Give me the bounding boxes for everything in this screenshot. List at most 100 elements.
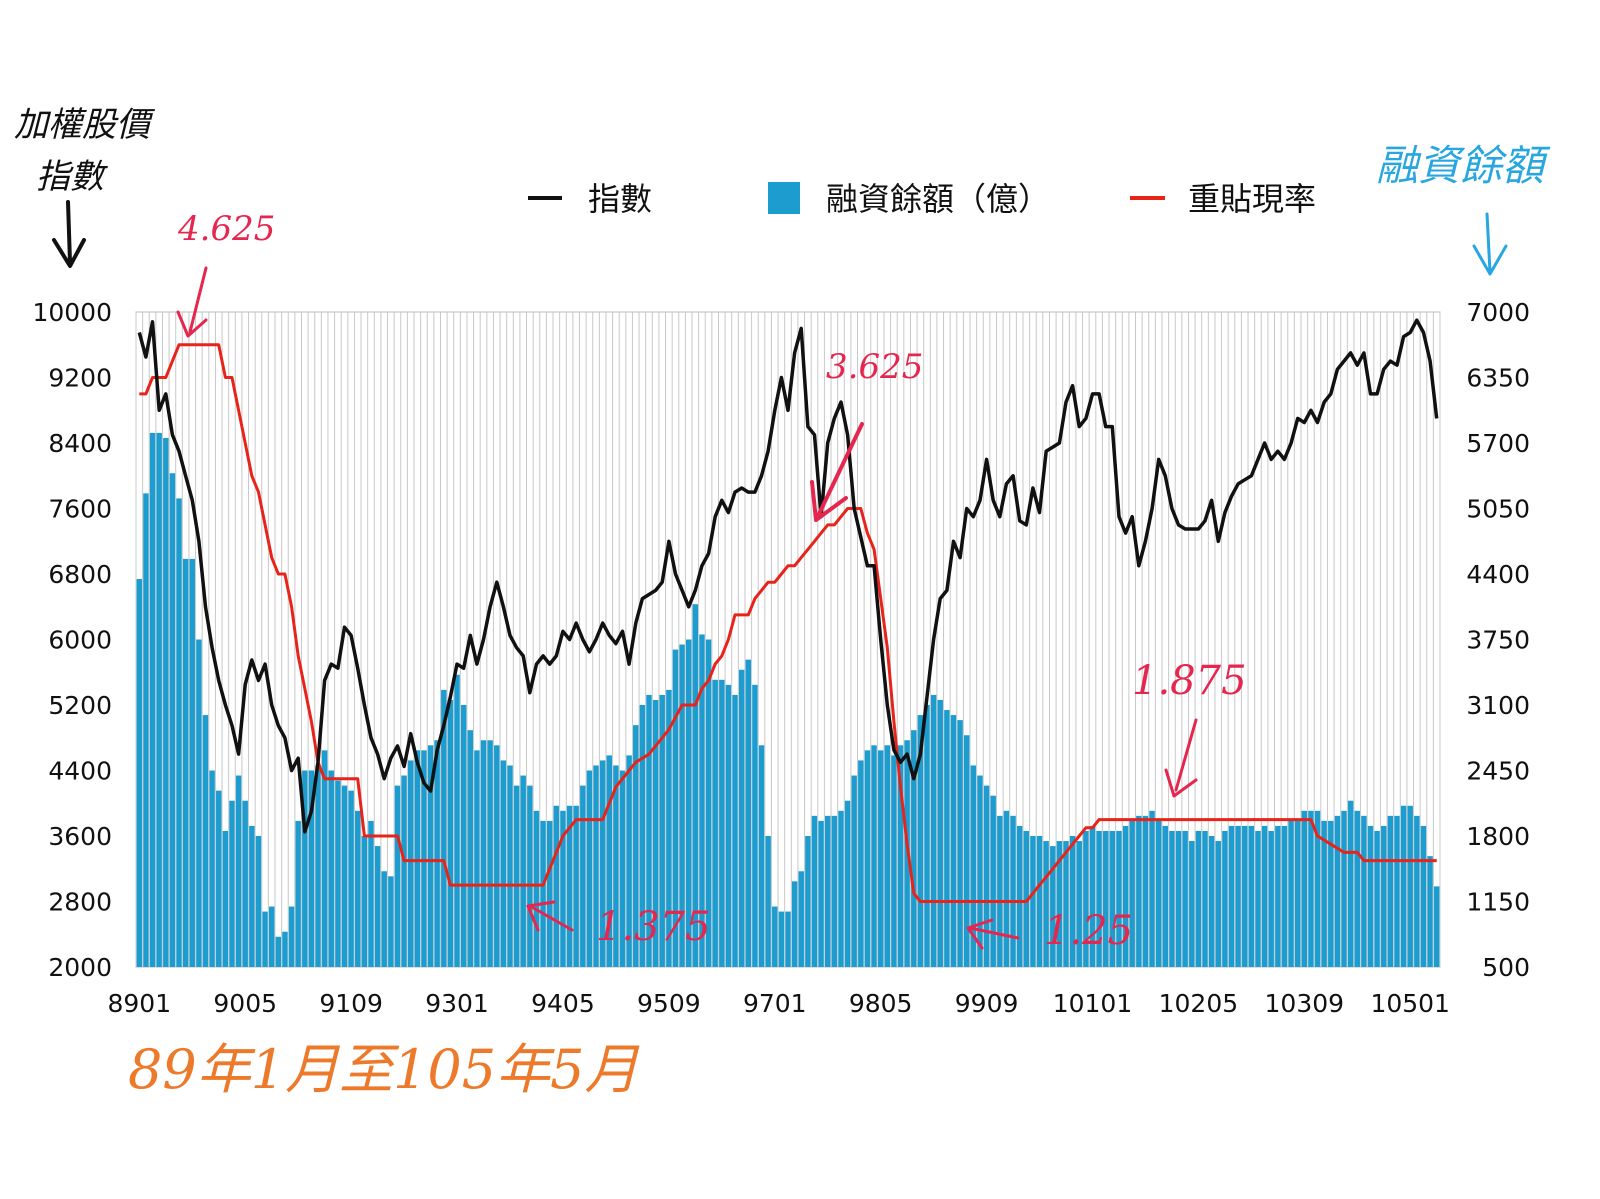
margin-bar bbox=[772, 906, 778, 967]
margin-bar bbox=[692, 604, 699, 967]
right-tick-label: 4400 bbox=[1466, 560, 1530, 589]
margin-bar bbox=[1222, 830, 1228, 967]
margin-bar bbox=[202, 715, 209, 967]
right-axis: 7000 6350 5700 5050 4400 3750 3100 2450 1800 1150… bbox=[1466, 298, 1530, 982]
margin-bar bbox=[977, 775, 983, 967]
margin-bar bbox=[877, 750, 884, 967]
margin-bar bbox=[1255, 830, 1261, 967]
x-tick-label: 10309 bbox=[1265, 989, 1345, 1018]
margin-bar bbox=[1354, 810, 1360, 967]
right-tick-label: 3750 bbox=[1466, 626, 1530, 655]
margin-bar bbox=[765, 836, 771, 967]
margin-bar bbox=[381, 871, 387, 967]
margin-bar bbox=[950, 715, 957, 967]
margin-bar bbox=[341, 785, 348, 967]
margin-bar bbox=[1063, 841, 1069, 967]
margin-bar bbox=[791, 881, 798, 967]
margin-bar bbox=[672, 649, 679, 967]
margin-bar bbox=[282, 931, 288, 967]
margin-bar bbox=[1301, 810, 1308, 967]
margin-bar bbox=[1235, 825, 1241, 967]
margin-bar bbox=[1308, 810, 1314, 967]
annotation-3625-arrow-icon bbox=[810, 422, 864, 522]
margin-bar bbox=[864, 750, 871, 967]
margin-bar bbox=[659, 694, 665, 967]
margin-bar bbox=[1122, 825, 1129, 967]
x-tick-label: 9509 bbox=[637, 989, 701, 1018]
annotation-125-arrow-icon bbox=[966, 918, 1020, 950]
margin-bar bbox=[1175, 830, 1182, 967]
margin-bar bbox=[295, 820, 301, 967]
margin-bar bbox=[348, 790, 354, 967]
margin-bar bbox=[970, 765, 977, 967]
margin-bar bbox=[891, 755, 897, 967]
right-axis-title: 融資餘額 bbox=[1376, 141, 1551, 276]
annotation-1875: 1.875 bbox=[1132, 658, 1247, 704]
margin-bar bbox=[983, 785, 990, 967]
x-tick-label: 9701 bbox=[743, 989, 807, 1018]
margin-bar bbox=[705, 639, 712, 967]
margin-bar bbox=[308, 770, 315, 967]
margin-bar bbox=[368, 820, 374, 967]
left-tick-label: 10000 bbox=[32, 298, 112, 327]
right-down-arrow-icon bbox=[1472, 212, 1508, 276]
margin-bar bbox=[1414, 815, 1420, 967]
margin-bar bbox=[639, 705, 646, 967]
margin-bar bbox=[1129, 820, 1135, 967]
right-tick-label: 6350 bbox=[1466, 364, 1530, 393]
margin-bar bbox=[1268, 830, 1274, 967]
margin-bar bbox=[196, 639, 202, 967]
margin-bar bbox=[1361, 815, 1367, 967]
margin-bar bbox=[1321, 820, 1327, 967]
margin-bar bbox=[136, 579, 143, 967]
margin-bar bbox=[527, 785, 533, 967]
margin-bar bbox=[494, 745, 500, 967]
margin-bar bbox=[732, 694, 738, 967]
left-tick-label: 9200 bbox=[48, 364, 112, 393]
margin-bar bbox=[216, 790, 222, 967]
margin-bar bbox=[930, 694, 937, 967]
margin-bar bbox=[1182, 830, 1188, 967]
margin-bar bbox=[805, 836, 811, 967]
margin-bar bbox=[957, 720, 963, 967]
margin-bar bbox=[646, 694, 652, 967]
right-tick-label: 1150 bbox=[1466, 888, 1530, 917]
margin-bar bbox=[176, 498, 182, 967]
annotation-125: 1.25 bbox=[1044, 908, 1133, 954]
margin-bar bbox=[1056, 841, 1063, 967]
margin-bar bbox=[831, 815, 838, 967]
margin-bar bbox=[321, 750, 328, 967]
margin-bar bbox=[374, 846, 381, 967]
right-tick-label: 1800 bbox=[1466, 822, 1530, 851]
right-tick-label: 2450 bbox=[1466, 757, 1530, 786]
left-down-arrow-icon bbox=[52, 200, 86, 268]
margin-bar bbox=[613, 765, 619, 967]
margin-bar bbox=[626, 755, 632, 967]
margin-bar bbox=[454, 674, 460, 967]
margin-bar bbox=[884, 745, 890, 967]
margin-bar bbox=[633, 725, 639, 967]
margin-bar bbox=[434, 740, 440, 967]
x-tick-label: 8901 bbox=[107, 989, 171, 1018]
right-tick-label: 7000 bbox=[1466, 298, 1530, 327]
margin-bar bbox=[315, 765, 321, 967]
margin-bar bbox=[507, 765, 513, 967]
margin-bar bbox=[838, 810, 844, 967]
margin-bar bbox=[818, 820, 824, 967]
legend: 指數 融資餘額（億） 重貼現率 bbox=[528, 180, 1316, 218]
left-tick-label: 2800 bbox=[48, 888, 112, 917]
margin-bar bbox=[268, 906, 275, 967]
margin-bar bbox=[1427, 856, 1433, 967]
margin-bar bbox=[924, 705, 930, 967]
margin-bar bbox=[1069, 836, 1076, 967]
margin-bar bbox=[520, 775, 526, 967]
margin-bar bbox=[262, 911, 268, 967]
margin-bar bbox=[1367, 825, 1374, 967]
left-axis-title-line1: 加權股價 bbox=[14, 105, 156, 145]
margin-bar bbox=[460, 705, 467, 967]
margin-bar bbox=[560, 810, 566, 967]
margin-bar bbox=[666, 689, 672, 967]
margin-bar bbox=[1228, 825, 1235, 967]
margin-bar bbox=[427, 745, 434, 967]
margin-bar bbox=[738, 669, 745, 967]
